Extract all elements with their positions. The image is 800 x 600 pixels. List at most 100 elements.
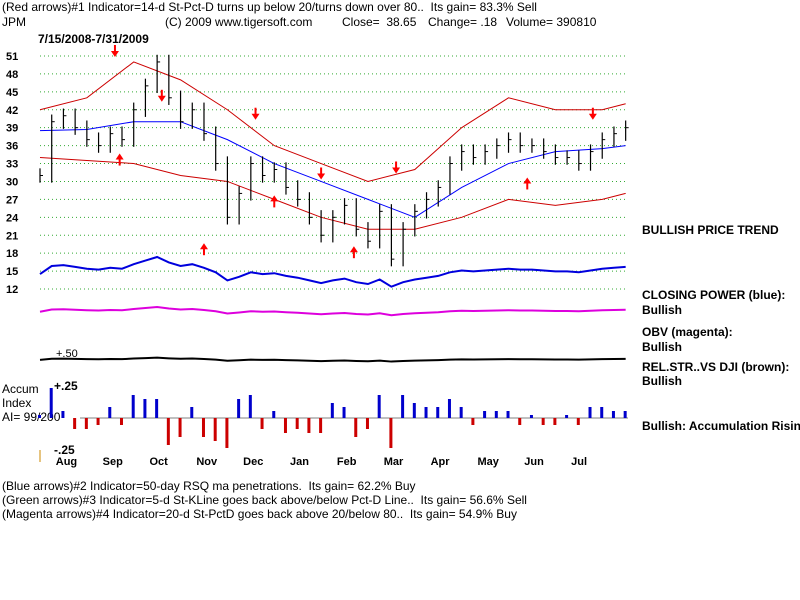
y-tick-label: 33 bbox=[6, 159, 18, 171]
accum-bar bbox=[260, 418, 264, 429]
footer-indicator-3: (Green arrows)#3 Indicator=5-d St-KLine … bbox=[2, 493, 527, 507]
accum-bar bbox=[518, 418, 522, 425]
accum-bar bbox=[131, 395, 135, 418]
accum-bar bbox=[412, 403, 416, 418]
accum-bar bbox=[96, 418, 100, 425]
series-ma bbox=[39, 121, 626, 218]
accum-bar bbox=[623, 411, 627, 418]
header-indicator-1: (Red arrows)#1 Indicator=14-d St-Pct-D t… bbox=[2, 0, 537, 14]
accum-bar bbox=[576, 418, 580, 425]
accum-bar bbox=[506, 411, 510, 418]
relstr-mid-label: +.50 bbox=[56, 348, 78, 360]
relstr-line bbox=[39, 356, 626, 363]
accum-bar bbox=[225, 418, 229, 448]
accum-bar bbox=[319, 418, 323, 433]
x-tick-label: Oct bbox=[149, 456, 168, 468]
accum-bar bbox=[342, 407, 346, 418]
y-tick-label: 42 bbox=[6, 105, 18, 117]
accum-bar bbox=[143, 399, 147, 418]
accum-bar bbox=[471, 418, 475, 425]
relstr-status: Bullish bbox=[642, 374, 683, 388]
price-bars bbox=[39, 54, 629, 267]
x-tick-label: Dec bbox=[243, 456, 263, 468]
lower-indicators bbox=[38, 255, 628, 462]
y-tick-label: 36 bbox=[6, 141, 18, 153]
accum-bar bbox=[600, 407, 604, 418]
accum-bar bbox=[73, 418, 77, 429]
accum-bar bbox=[389, 418, 393, 448]
obv-label: OBV (magenta): bbox=[642, 325, 733, 339]
y-tick-label: 30 bbox=[6, 176, 18, 188]
closing-power-label: CLOSING POWER (blue): bbox=[642, 288, 786, 302]
x-axis-ticks: Aug Sep Oct Nov Dec Jan Feb Mar Apr May Jun Jul bbox=[56, 456, 587, 468]
accum-bar bbox=[61, 411, 65, 418]
accum-bar bbox=[38, 415, 41, 418]
accum-bar bbox=[541, 418, 545, 425]
accum-bar bbox=[108, 407, 112, 418]
change-value: Change= .18 bbox=[428, 15, 498, 29]
accum-bar bbox=[483, 411, 487, 418]
y-axis-ticks: 51 48 45 42 39 36 33 30 27 24 21 18 15 12 bbox=[6, 51, 19, 296]
accum-bar bbox=[49, 388, 53, 418]
accum-bar bbox=[213, 418, 217, 441]
arrow-down bbox=[317, 167, 326, 180]
x-tick-label: Sep bbox=[103, 456, 123, 468]
series-band_upper bbox=[39, 61, 626, 182]
accum-bar bbox=[447, 399, 451, 418]
accum-bar bbox=[295, 418, 299, 429]
price-trend-label: BULLISH PRICE TREND bbox=[642, 223, 779, 237]
accum-bar bbox=[588, 407, 592, 418]
y-tick-label: 48 bbox=[6, 69, 18, 81]
accum-bar bbox=[611, 411, 615, 418]
x-tick-label: Jan bbox=[290, 456, 309, 468]
signal-arrows bbox=[110, 44, 597, 259]
accum-bar bbox=[155, 399, 159, 418]
accum-bar bbox=[354, 418, 358, 437]
arrow-up bbox=[115, 153, 124, 166]
accum-bar bbox=[190, 407, 194, 418]
x-tick-label: Jun bbox=[524, 456, 544, 468]
accum-bar bbox=[307, 418, 311, 433]
y-tick-label: 12 bbox=[6, 284, 18, 296]
accum-bar bbox=[201, 418, 205, 437]
accum-bar bbox=[272, 411, 276, 418]
y-tick-label: 21 bbox=[6, 230, 18, 242]
close-value: Close= 38.65 bbox=[342, 15, 417, 29]
obv-status: Bullish bbox=[642, 340, 683, 354]
x-tick-label: Apr bbox=[431, 456, 451, 468]
accum-bar bbox=[119, 418, 123, 425]
footer-indicator-4: (Magenta arrows)#4 Indicator=20-d St-Pct… bbox=[2, 507, 517, 521]
accum-bar bbox=[377, 395, 381, 418]
accum-bar bbox=[178, 418, 182, 437]
arrow-up bbox=[270, 195, 279, 208]
date-range: 7/15/2008-7/31/2009 bbox=[38, 32, 149, 46]
obv-line bbox=[39, 305, 626, 317]
y-tick-label: 45 bbox=[6, 87, 18, 99]
accum-upper-label: +.25 bbox=[54, 379, 78, 393]
x-tick-label: Nov bbox=[196, 456, 218, 468]
copyright-text: (C) 2009 www.tigersoft.com bbox=[165, 15, 313, 29]
accum-bar bbox=[494, 411, 498, 418]
accum-lower-label: -.25 bbox=[54, 443, 75, 457]
y-tick-label: 15 bbox=[6, 266, 18, 278]
x-tick-label: Feb bbox=[337, 456, 357, 468]
accum-bar bbox=[459, 407, 463, 418]
arrow-down bbox=[251, 107, 260, 120]
accum-bar bbox=[330, 403, 334, 418]
accum-bar bbox=[248, 395, 252, 418]
x-tick-label: Mar bbox=[384, 456, 404, 468]
y-tick-label: 51 bbox=[6, 51, 18, 63]
arrow-down bbox=[392, 161, 401, 174]
accum-bar bbox=[84, 418, 88, 429]
closing-power-status: Bullish bbox=[642, 303, 683, 317]
x-tick-label: May bbox=[477, 456, 499, 468]
y-tick-label: 24 bbox=[6, 212, 19, 224]
y-tick-label: 27 bbox=[6, 194, 18, 206]
x-tick-label: Aug bbox=[56, 456, 77, 468]
accum-title: Accum bbox=[2, 382, 39, 396]
accum-bar bbox=[436, 407, 440, 418]
accum-bar bbox=[237, 399, 241, 418]
ticker-symbol: JPM bbox=[2, 15, 26, 29]
accum-bar bbox=[166, 418, 170, 445]
